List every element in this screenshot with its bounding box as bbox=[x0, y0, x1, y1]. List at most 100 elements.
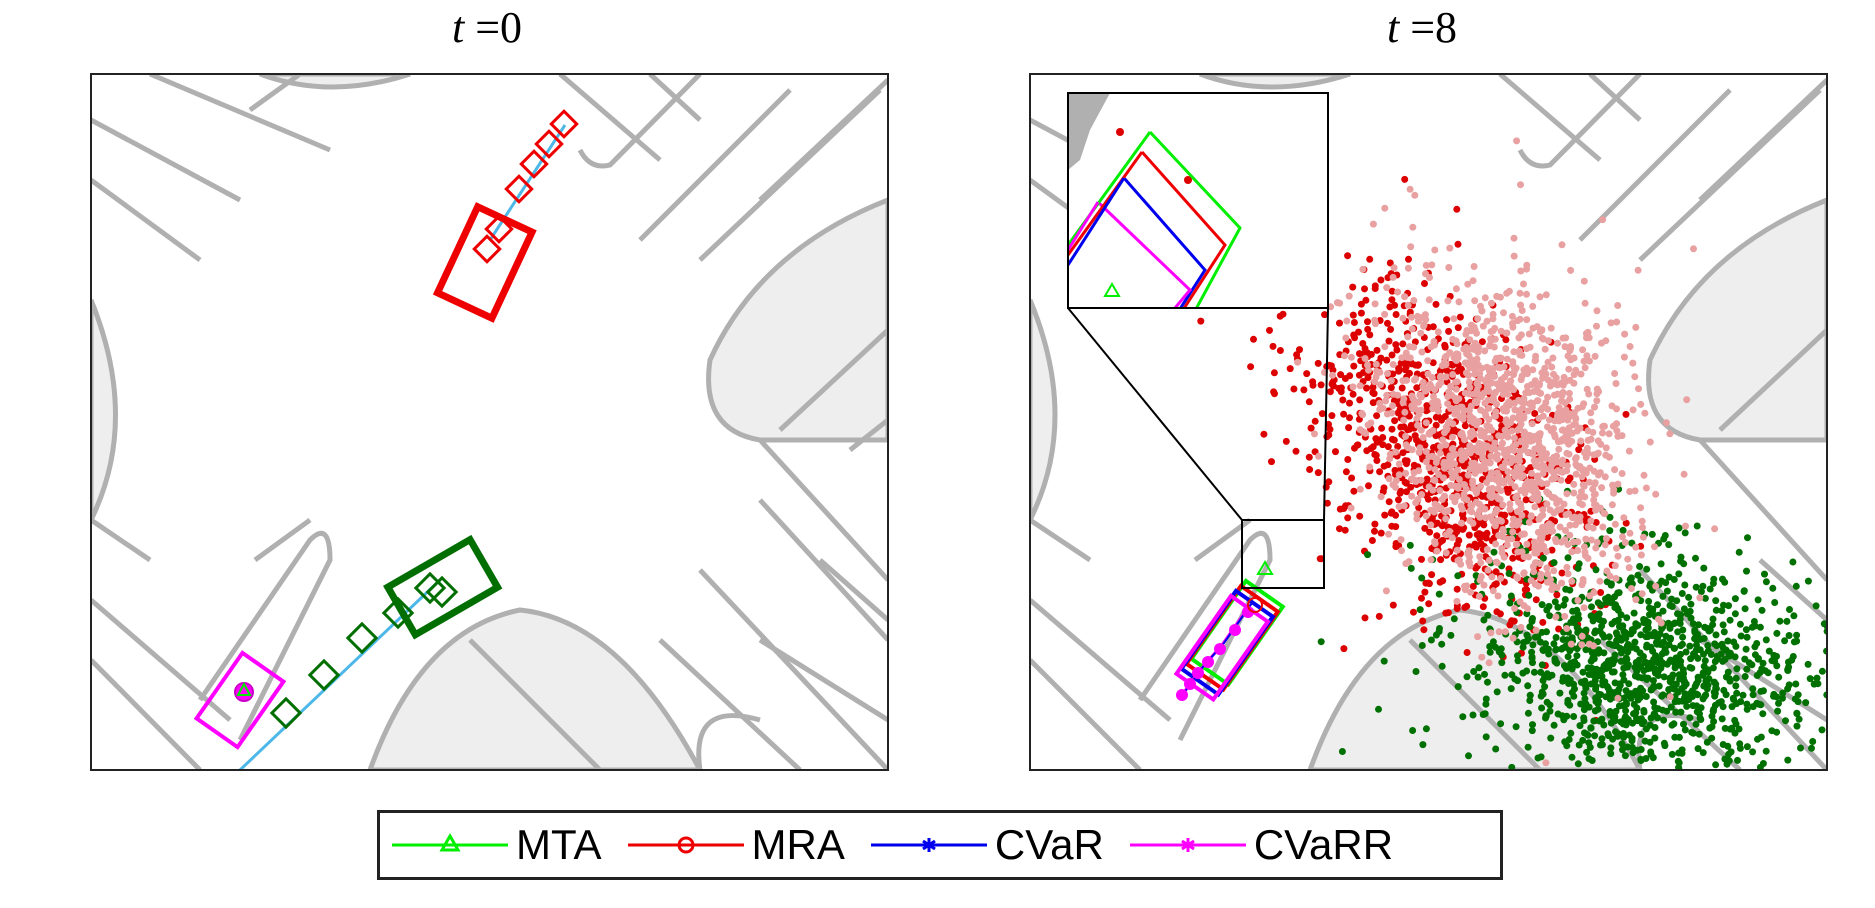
particle-green bbox=[1596, 616, 1603, 624]
particle-pink bbox=[1632, 596, 1640, 604]
legend-label-cvarr: CVaRR bbox=[1253, 821, 1394, 868]
particle-green bbox=[1634, 571, 1642, 579]
particle-pink bbox=[1502, 405, 1510, 413]
particle-green bbox=[1651, 629, 1659, 636]
particle-green bbox=[1619, 526, 1627, 534]
particle-green bbox=[1678, 590, 1686, 597]
particle-pink bbox=[1535, 431, 1543, 439]
legend-label-mra: MRA bbox=[751, 821, 845, 868]
particle-red bbox=[1323, 499, 1331, 507]
particle-pink bbox=[1529, 302, 1537, 310]
particle-red bbox=[1454, 324, 1462, 332]
particle-green bbox=[1743, 567, 1750, 575]
particle-green bbox=[1742, 645, 1750, 653]
particle-pink bbox=[1581, 299, 1589, 307]
particle-green bbox=[1599, 678, 1607, 685]
particle-pink bbox=[1651, 543, 1658, 551]
particle-green bbox=[1529, 615, 1536, 622]
particle-green bbox=[1480, 616, 1488, 624]
particle-pink bbox=[1637, 400, 1645, 408]
particle-green bbox=[1531, 633, 1539, 641]
particle-pink bbox=[1502, 329, 1510, 337]
particle-pink bbox=[1652, 582, 1660, 590]
particle-red bbox=[1388, 351, 1396, 359]
particle-red bbox=[1314, 359, 1322, 367]
particle-pink bbox=[1453, 340, 1461, 348]
particle-pink bbox=[1590, 496, 1598, 504]
particle-green bbox=[1737, 632, 1745, 640]
particle-pink bbox=[1513, 464, 1521, 471]
particle-green bbox=[1694, 745, 1702, 753]
particle-pink bbox=[1395, 503, 1403, 511]
particle-pink bbox=[1472, 358, 1480, 366]
particle-red bbox=[1453, 585, 1461, 593]
particle-pink bbox=[1534, 397, 1542, 405]
particle-red bbox=[1421, 524, 1429, 532]
particle-red bbox=[1305, 453, 1313, 461]
particle-green bbox=[1739, 691, 1747, 699]
particle-pink bbox=[1543, 500, 1551, 508]
particle-pink bbox=[1437, 505, 1445, 512]
particle-pink bbox=[1417, 329, 1425, 337]
particle-pink bbox=[1680, 470, 1688, 478]
particle-green bbox=[1768, 727, 1776, 735]
particle-red bbox=[1346, 399, 1353, 407]
particle-red bbox=[1276, 347, 1284, 354]
particle-green bbox=[1680, 720, 1687, 728]
particle-pink bbox=[1434, 328, 1442, 336]
particle-red bbox=[1415, 361, 1422, 369]
particle-red bbox=[1339, 396, 1347, 404]
particle-pink bbox=[1585, 357, 1593, 365]
particle-green bbox=[1762, 636, 1770, 644]
particle-green bbox=[1614, 730, 1622, 738]
particle-green bbox=[1598, 622, 1606, 630]
particle-green bbox=[1364, 551, 1372, 559]
particle-red bbox=[1377, 529, 1385, 537]
particle-green bbox=[1438, 662, 1446, 670]
particle-green bbox=[1675, 524, 1683, 532]
legend-marker-triangle bbox=[392, 832, 508, 852]
particle-pink bbox=[1477, 406, 1485, 414]
particle-pink bbox=[1473, 390, 1481, 398]
particle-red bbox=[1592, 519, 1600, 526]
particle-green bbox=[1610, 715, 1618, 723]
particle-pink bbox=[1450, 315, 1458, 323]
particle-green bbox=[1583, 748, 1591, 756]
particle-red bbox=[1385, 498, 1393, 506]
particle-pink bbox=[1487, 513, 1495, 521]
particle-red bbox=[1365, 482, 1372, 490]
particle-pink bbox=[1470, 485, 1478, 493]
particle-green bbox=[1681, 726, 1689, 734]
particle-green bbox=[1678, 749, 1686, 757]
particle-red bbox=[1394, 443, 1402, 450]
particle-pink bbox=[1451, 482, 1459, 490]
particle-pink bbox=[1527, 437, 1535, 445]
particle-green bbox=[1837, 663, 1844, 670]
red-vehicle bbox=[432, 109, 579, 323]
particle-pink bbox=[1376, 406, 1384, 413]
particle-red bbox=[1428, 571, 1436, 579]
particle-red bbox=[1250, 335, 1257, 343]
particle-green bbox=[1663, 587, 1671, 595]
particle-green bbox=[1687, 655, 1695, 663]
particle-green bbox=[1754, 735, 1761, 743]
particle-green bbox=[1554, 603, 1562, 611]
particle-red bbox=[1421, 588, 1429, 596]
particle-green bbox=[1598, 735, 1606, 743]
particle-pink bbox=[1475, 418, 1483, 425]
particle-green bbox=[1450, 615, 1458, 623]
particle-pink bbox=[1517, 504, 1525, 512]
particle-pink bbox=[1487, 452, 1495, 460]
particle-red bbox=[1269, 342, 1277, 350]
particle-pink bbox=[1517, 623, 1525, 631]
particle-green bbox=[1753, 640, 1761, 647]
particle-green bbox=[1454, 572, 1462, 580]
particle-green bbox=[1407, 564, 1415, 572]
particle-pink bbox=[1638, 590, 1646, 598]
particle-green bbox=[1814, 680, 1822, 688]
particle-red bbox=[1378, 424, 1386, 432]
particle-green bbox=[1725, 602, 1732, 610]
particle-green bbox=[1648, 805, 1655, 812]
particle-pink bbox=[1535, 582, 1542, 590]
left-title-var: t bbox=[451, 3, 465, 52]
